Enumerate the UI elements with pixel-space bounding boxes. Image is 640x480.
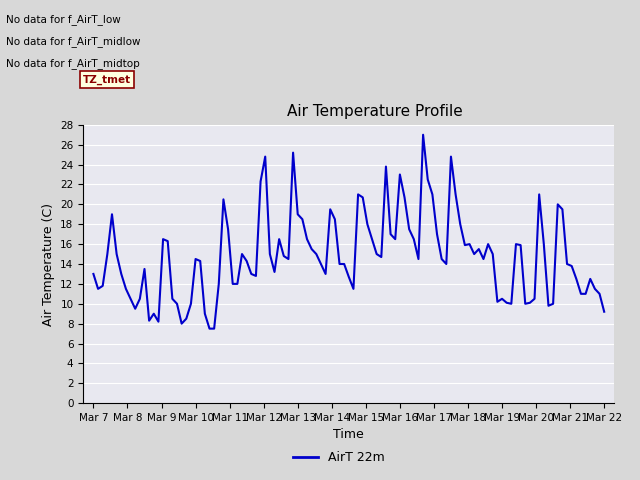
Y-axis label: Air Temperature (C): Air Temperature (C) — [42, 203, 54, 325]
Text: No data for f_AirT_midlow: No data for f_AirT_midlow — [6, 36, 141, 47]
Legend: AirT 22m: AirT 22m — [289, 446, 390, 469]
Title: Air Temperature Profile: Air Temperature Profile — [287, 105, 463, 120]
Text: No data for f_AirT_low: No data for f_AirT_low — [6, 14, 121, 25]
X-axis label: Time: Time — [333, 429, 364, 442]
Text: No data for f_AirT_midtop: No data for f_AirT_midtop — [6, 58, 140, 69]
Text: TZ_tmet: TZ_tmet — [83, 74, 131, 84]
